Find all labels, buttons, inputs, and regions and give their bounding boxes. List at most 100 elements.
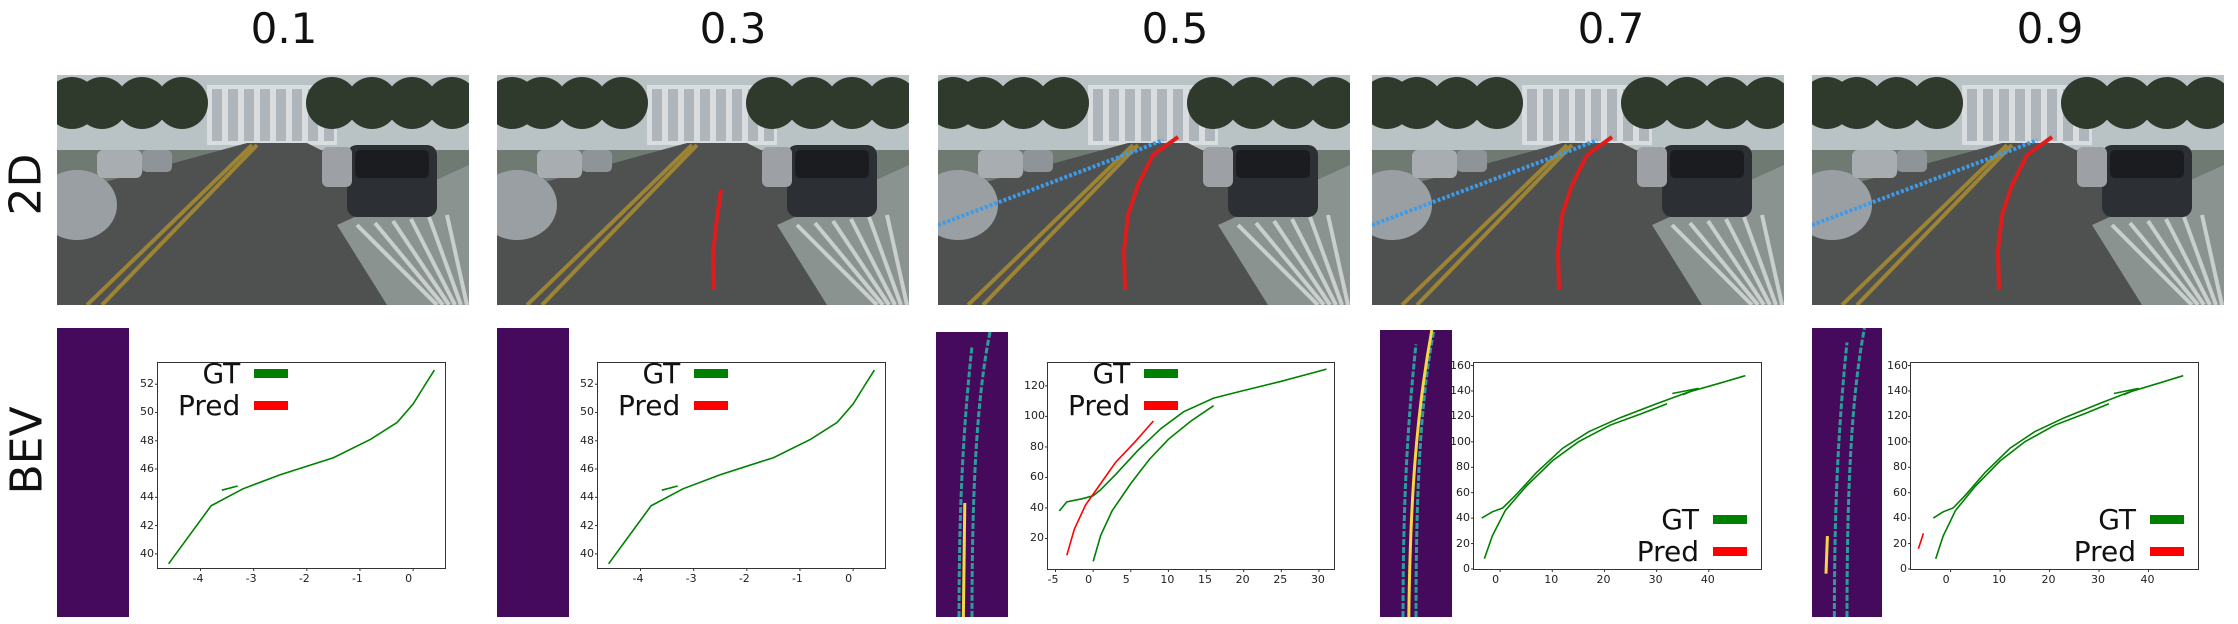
- bev-map-3: [936, 332, 1008, 617]
- legend-gt-swatch: [2150, 514, 2184, 524]
- y-tick-label: 52: [140, 377, 154, 391]
- legend-pred: Pred: [1637, 535, 1747, 568]
- y-tick-label: 100: [1450, 434, 1471, 448]
- x-tick-label: 10: [1544, 573, 1559, 586]
- x-tick-label: -2: [298, 572, 310, 585]
- series-line-gt-0: [1058, 368, 1327, 512]
- bev-plot-5: 0 10 20 30 40 0 20 40 60 80 100 120 140 160 GT Pred: [1887, 359, 2199, 586]
- series-line-gt-0: [1481, 374, 1746, 519]
- x-tick-label: 40: [1700, 573, 1715, 586]
- legend-pred-label: Pred: [618, 388, 681, 422]
- y-tick-label: 60: [1893, 485, 1907, 499]
- series-line-gt-1: [1092, 405, 1215, 562]
- camera-image-4: [1372, 75, 1784, 305]
- y-tick-label: 80: [1893, 460, 1907, 474]
- y-tick-label: 60: [1456, 485, 1470, 499]
- pred-lane-projection: [710, 189, 723, 291]
- legend: GT Pred: [1637, 502, 1747, 568]
- legend: GT Pred: [2074, 503, 2184, 568]
- y-tick-label: 20: [1456, 536, 1470, 550]
- legend-gt: GT: [1068, 356, 1179, 390]
- series-line-gt-1: [221, 485, 238, 491]
- series-line-gt-0: [1932, 374, 2184, 519]
- y-tick-label: 140: [1450, 383, 1471, 397]
- y-tick-label: 120: [1887, 409, 1908, 423]
- y-tick-label: 48: [140, 433, 154, 447]
- series-line-pred-3: [1917, 533, 1925, 549]
- pred-lane-projection: [1121, 135, 1180, 291]
- series-line-gt-0: [167, 369, 436, 565]
- y-tick-label: 20: [1893, 536, 1907, 550]
- bev-plot-1: -4 -3 -2 -1 0 40 42 44 46 48 50 52 GT Pred: [140, 357, 446, 585]
- legend-pred-label: Pred: [1068, 388, 1131, 422]
- y-tick-label: 48: [580, 433, 594, 447]
- column-title-2: 0.3: [699, 4, 767, 53]
- x-tick-label: 0: [1085, 573, 1093, 586]
- row-label-bev: BEV: [1, 406, 53, 495]
- y-tick-label: 20: [1030, 531, 1044, 545]
- legend-gt-swatch: [1144, 368, 1179, 378]
- y-tick-label: 100: [1024, 409, 1045, 423]
- y-tick-label: 140: [1887, 383, 1908, 397]
- column-title-3: 0.5: [1141, 4, 1209, 53]
- legend-gt-swatch: [1713, 514, 1747, 524]
- bev-plot-3: -5 0 5 10 15 20 25 30 20 40 60 80 100 120 GT Pred: [1024, 357, 1335, 586]
- x-tick-label: 20: [1235, 573, 1250, 586]
- legend-pred-swatch: [694, 400, 729, 410]
- legend-pred-label: Pred: [178, 388, 241, 422]
- legend-gt-label: GT: [642, 356, 681, 390]
- x-tick-label: 10: [1160, 573, 1175, 586]
- legend: GT Pred: [618, 356, 729, 422]
- x-tick-label: -1: [791, 572, 803, 585]
- legend-gt: GT: [178, 356, 289, 390]
- x-tick-label: -3: [685, 572, 697, 585]
- legend-gt-label: GT: [1092, 356, 1131, 390]
- series-line-pred-2: [1066, 420, 1154, 556]
- series-line-gt-2: [1672, 387, 1699, 396]
- legend-gt: GT: [1637, 502, 1747, 536]
- y-tick-label: 80: [1030, 439, 1044, 453]
- bev-map-1: [57, 328, 129, 617]
- x-tick-label: 15: [1198, 573, 1213, 586]
- x-tick-label: -1: [351, 572, 363, 585]
- y-tick-label: 44: [140, 490, 154, 504]
- legend: GT Pred: [178, 356, 289, 422]
- x-tick-label: 20: [1596, 573, 1611, 586]
- legend-gt-label: GT: [202, 356, 241, 390]
- y-tick-label: 40: [1030, 500, 1044, 514]
- x-tick-label: -5: [1047, 573, 1059, 586]
- y-tick-label: 160: [1887, 358, 1908, 372]
- y-tick-label: 80: [1456, 460, 1470, 474]
- series-line-gt-1: [1483, 402, 1668, 560]
- y-tick-label: 44: [580, 490, 594, 504]
- camera-image-2: [497, 75, 909, 305]
- legend-pred: Pred: [2074, 535, 2184, 568]
- x-tick-label: 30: [2091, 573, 2106, 586]
- bev-plot-4: 0 10 20 30 40 0 20 40 60 80 100 120 140 160 GT Pred: [1450, 359, 1762, 586]
- camera-image-1: [57, 75, 469, 305]
- y-tick-label: 42: [140, 518, 154, 532]
- legend-gt: GT: [2074, 503, 2184, 536]
- bev-map-5: [1812, 328, 1882, 617]
- legend-gt-label: GT: [1661, 502, 1699, 536]
- x-tick-label: 0: [1492, 573, 1500, 586]
- series-line-gt-1: [661, 485, 678, 491]
- x-tick-label: -2: [738, 572, 750, 585]
- y-tick-label: 120: [1024, 378, 1045, 392]
- y-tick-label: 100: [1887, 434, 1908, 448]
- y-tick-label: 40: [140, 546, 154, 560]
- pred-lane-projection: [1555, 135, 1614, 291]
- y-tick-label: 50: [140, 405, 154, 419]
- x-tick-label: -4: [632, 572, 644, 585]
- legend-gt-swatch: [254, 368, 289, 378]
- pred-lane-projection: [1995, 135, 2054, 291]
- x-tick-label: 5: [1122, 573, 1130, 586]
- x-tick-label: 30: [1648, 573, 1663, 586]
- y-tick-label: 52: [580, 377, 594, 391]
- legend-gt-swatch: [694, 368, 729, 378]
- x-tick-label: 10: [1992, 573, 2007, 586]
- x-tick-label: 40: [2140, 573, 2155, 586]
- x-tick-label: -4: [192, 572, 204, 585]
- camera-image-5: [1812, 75, 2224, 305]
- legend: GT Pred: [1068, 356, 1179, 422]
